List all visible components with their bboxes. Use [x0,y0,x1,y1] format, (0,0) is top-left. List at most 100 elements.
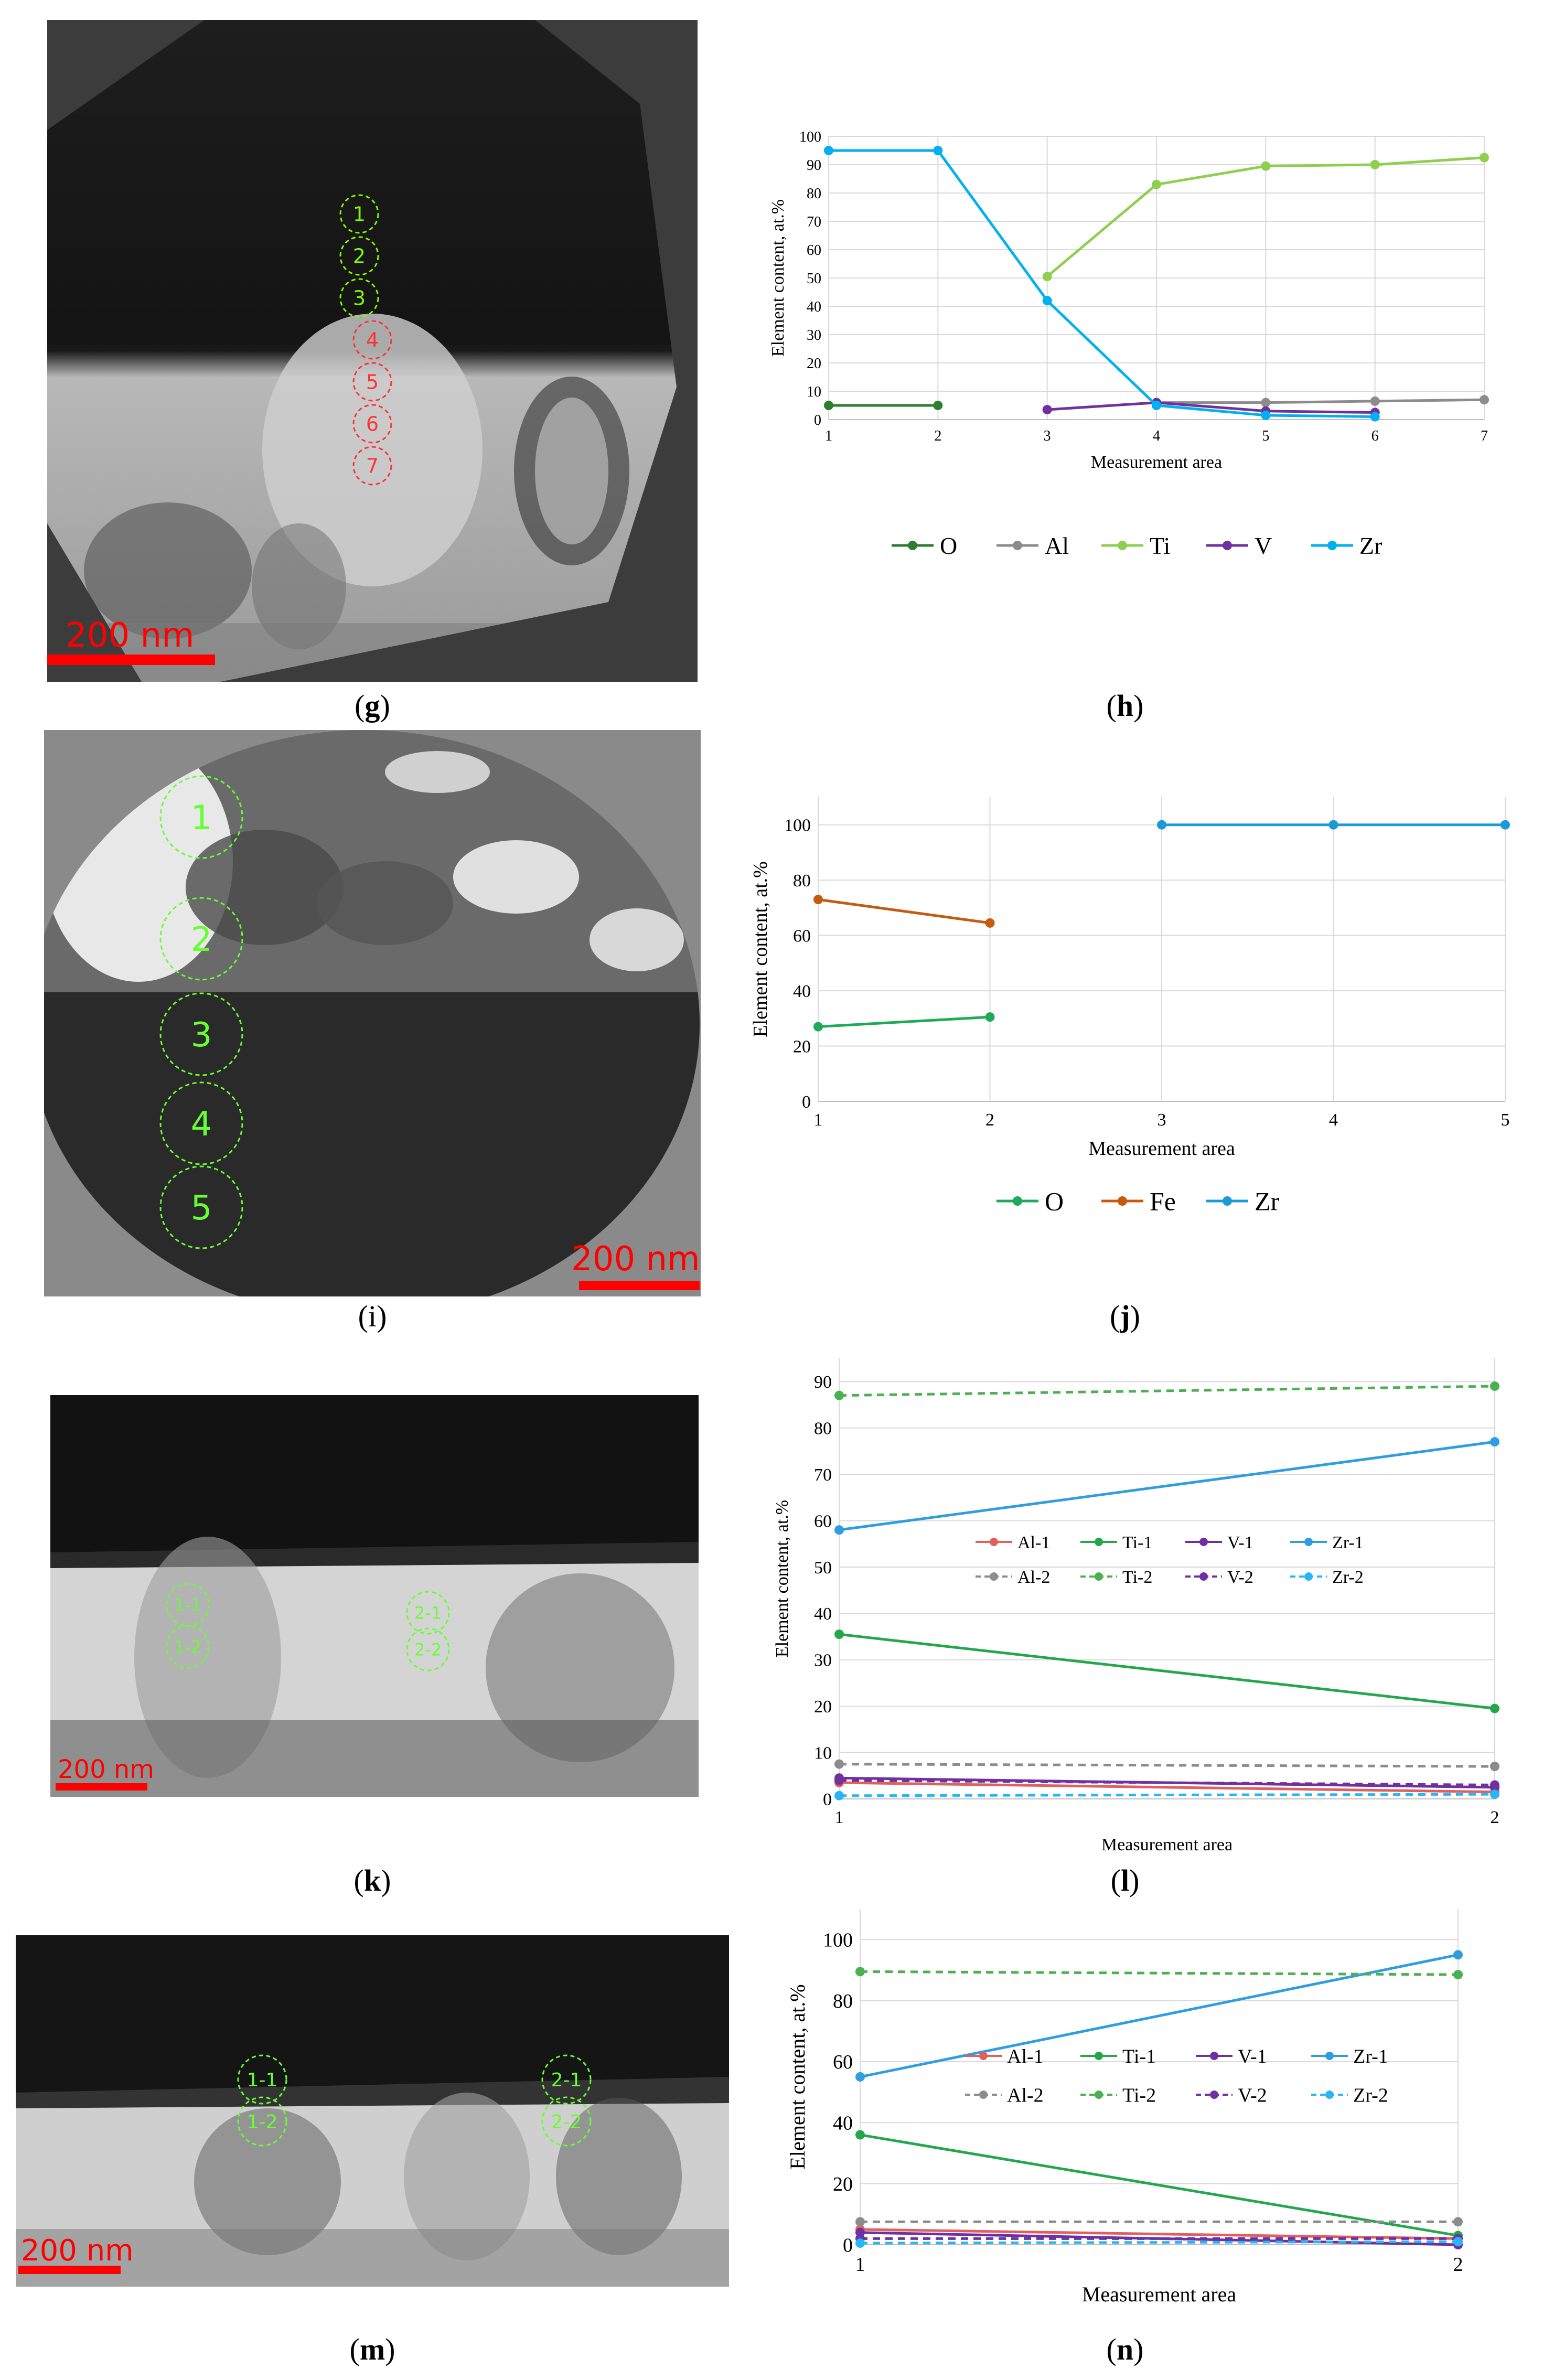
legend-label: Ti-1 [1122,1533,1152,1552]
legend-marker [1223,1196,1232,1206]
data-point [1370,160,1380,169]
data-point [1261,398,1271,408]
x-tick-label: 2 [934,428,941,444]
data-point [1370,412,1380,422]
series-Zr [1157,820,1510,830]
series-line [839,1779,1495,1786]
data-point [1453,2217,1463,2227]
x-tick-label: 2 [1491,1808,1499,1827]
chart-n: 0 20 40 60 80 100 1 2 Measurement area Element co… [755,1893,1526,2329]
legend-marker [1304,1538,1313,1546]
y-tick-label: 40 [814,1604,832,1624]
y-tick-label: 80 [793,871,811,891]
legend-label: O [940,532,957,559]
data-point [1042,405,1052,415]
data-point [1501,820,1510,830]
x-tick-label: 1 [825,428,832,444]
legend-marker [990,1538,998,1546]
caption-n: (n) [1106,2332,1144,2366]
y-tick-label: 70 [807,214,821,230]
series-Zr [824,146,1380,422]
marker-circle [339,236,379,276]
series-Fe [813,895,995,928]
caption-l: (l) [1110,1863,1140,1897]
marker-label: 2-2 [414,1640,442,1660]
data-point [834,1390,844,1400]
gridlines [839,1358,1495,1799]
x-tick-label: 2 [985,1110,994,1130]
data-point [1152,179,1161,189]
data-point [855,2238,865,2248]
legend-label: V-1 [1238,2045,1267,2067]
y-tick-label: 80 [807,186,821,202]
marker-circle [406,1591,450,1635]
series-line [839,1633,1495,1710]
marker-group-m: 1-1 1-2 2-1 2-2 [237,2054,592,2147]
x-axis-title: Measurement area [1091,453,1222,472]
marker-label: 4 [366,329,379,352]
legend-label: Ti-2 [1122,1568,1152,1587]
legend-marker [1199,1538,1208,1546]
series-line [839,1440,1495,1531]
gridlines [818,797,1506,1102]
scale-label: 200 nm [21,2234,134,2268]
data-point [813,895,823,905]
marker-circle [159,1081,243,1165]
y-tick-label: 40 [833,2113,853,2135]
data-point [834,1775,844,1785]
legend-marker [1325,2090,1334,2099]
y-tick-label: 60 [833,2051,853,2073]
y-tick-label: 30 [814,1651,832,1670]
legend-marker [1095,1572,1103,1581]
y-tick-label: 100 [784,816,811,835]
data-point [985,918,995,928]
series-V-2 [834,1775,1499,1790]
series-line [839,1781,1495,1794]
marker-group-g: 1 2 34 5 6 7 [339,194,392,486]
series-line [829,149,1375,419]
scale-label: 200 nm [571,1240,700,1279]
x-tick-label: 5 [1501,1110,1510,1130]
data-point [1490,1437,1499,1447]
x-tick-label: 4 [1153,428,1160,444]
caption-h: (h) [1106,689,1144,723]
legend-label: Zr [1359,532,1382,559]
legend: O Al Ti V Zr [892,532,1382,559]
legend-label: Al-2 [1007,2084,1044,2106]
x-tick-label: 1 [814,1110,823,1130]
data-point [985,1012,995,1022]
marker-label: 3 [353,287,366,310]
legend-marker [1210,2052,1218,2060]
series-Zr-1 [834,1437,1499,1535]
scale-label: 200 nm [58,1755,154,1784]
data-point [855,2072,865,2082]
legend-marker [1118,541,1127,550]
legend-label: V-2 [1227,1568,1253,1587]
series-Ti-1 [834,1629,1499,1713]
series-line [818,898,990,925]
data-point [1152,401,1161,410]
legend-marker [1325,2052,1334,2060]
series-line [839,1763,1495,1768]
series-Ti-1 [855,2130,1463,2240]
gridlines [828,136,1485,420]
marker-label: 1-2 [247,2111,278,2133]
y-tick-label: 80 [814,1419,832,1439]
series-line [860,2240,1459,2245]
series-line [1156,398,1485,404]
data-point [824,146,833,155]
data-point [1261,410,1271,420]
chart-l: 0 10 20 30 40 50 60 70 80 90 1 2 Measurement area Ele… [745,1343,1526,1854]
y-tick-label: 70 [814,1465,832,1485]
legend-label: Zr-1 [1332,1533,1364,1552]
legend: Al-1 Ti-1 V-1 Zr-1 Al-2 Ti-2 V-2 Zr-2 [976,1533,1364,1587]
data-point [1490,1789,1499,1799]
caption-k: (k) [353,1863,391,1897]
scale-label: 200 nm [66,616,194,655]
marker-circle [237,2096,287,2147]
legend-label: V-2 [1238,2084,1267,2106]
y-axis-title: Element content, at.% [786,1984,809,2169]
series-Al-2 [855,2217,1463,2227]
legend-marker [979,2090,988,2099]
marker-circle [541,2096,592,2147]
